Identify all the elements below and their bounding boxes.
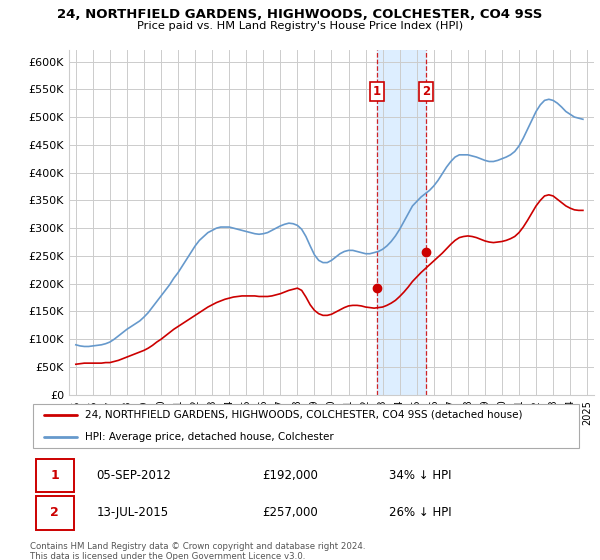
FancyBboxPatch shape <box>35 459 74 492</box>
FancyBboxPatch shape <box>33 404 579 449</box>
FancyBboxPatch shape <box>35 496 74 530</box>
Bar <box>377 50 426 395</box>
Text: 2: 2 <box>50 506 59 520</box>
Text: Contains HM Land Registry data © Crown copyright and database right 2024.
This d: Contains HM Land Registry data © Crown c… <box>30 542 365 560</box>
Text: 1: 1 <box>50 469 59 482</box>
Text: 34% ↓ HPI: 34% ↓ HPI <box>389 469 451 482</box>
Text: 24, NORTHFIELD GARDENS, HIGHWOODS, COLCHESTER, CO4 9SS: 24, NORTHFIELD GARDENS, HIGHWOODS, COLCH… <box>58 8 542 21</box>
Text: £192,000: £192,000 <box>262 469 318 482</box>
Text: 05-SEP-2012: 05-SEP-2012 <box>96 469 171 482</box>
Text: 2: 2 <box>422 85 430 98</box>
Text: £257,000: £257,000 <box>262 506 317 520</box>
Text: HPI: Average price, detached house, Colchester: HPI: Average price, detached house, Colc… <box>85 432 334 442</box>
Text: 1: 1 <box>373 85 381 98</box>
Text: 13-JUL-2015: 13-JUL-2015 <box>96 506 169 520</box>
Text: Price paid vs. HM Land Registry's House Price Index (HPI): Price paid vs. HM Land Registry's House … <box>137 21 463 31</box>
Text: 26% ↓ HPI: 26% ↓ HPI <box>389 506 451 520</box>
Text: 24, NORTHFIELD GARDENS, HIGHWOODS, COLCHESTER, CO4 9SS (detached house): 24, NORTHFIELD GARDENS, HIGHWOODS, COLCH… <box>85 410 523 420</box>
